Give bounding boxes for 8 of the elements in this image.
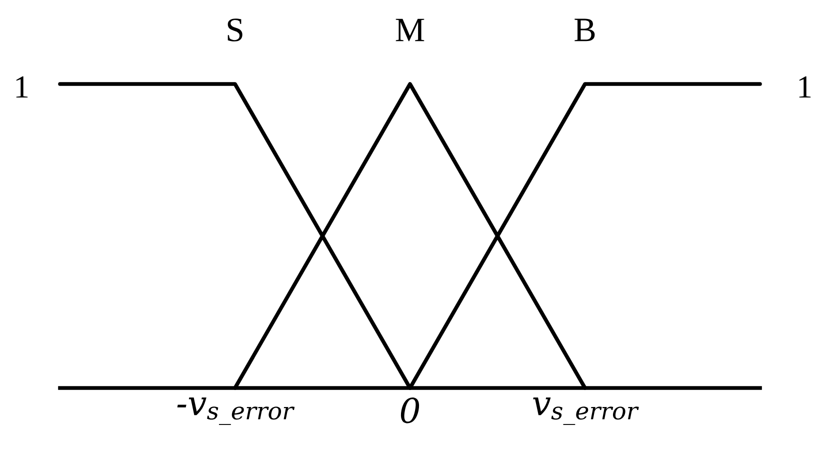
x-tick-label: 0 (400, 398, 420, 424)
series-label: S (228, 18, 242, 42)
series-label: M (396, 18, 424, 42)
x-tick-label: v$_{s_error}$ (533, 398, 639, 425)
x-tick-label: -v$_{s_error}$ (177, 398, 295, 425)
text: 1 (16, 76, 28, 98)
text: 1 (799, 76, 811, 98)
series-label: B (574, 18, 595, 42)
